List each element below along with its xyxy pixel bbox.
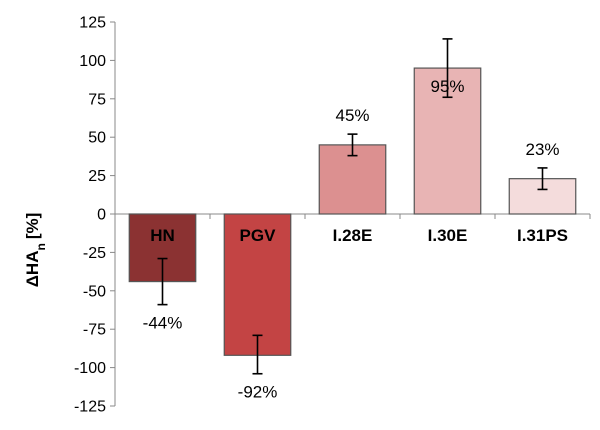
category-label: I.28E — [333, 226, 373, 245]
data-label: -92% — [238, 383, 278, 402]
y-tick-label: 125 — [79, 15, 106, 32]
data-label: -44% — [143, 314, 183, 333]
bar-pgv — [223, 213, 292, 356]
category-label: PGV — [240, 226, 277, 245]
y-tick-label: 50 — [88, 130, 106, 147]
y-tick-label: 25 — [88, 168, 106, 185]
y-tick-label: 100 — [79, 53, 106, 70]
category-label: I.31PS — [517, 226, 568, 245]
y-tick-label: -125 — [74, 399, 106, 416]
y-tick-label: -50 — [83, 283, 106, 300]
data-label: 95% — [430, 77, 464, 96]
y-axis-label-unit: [%] — [23, 213, 42, 239]
labels: HN -44% PGV -92% I.28E 45% I.30E 95% I.31PS 23% — [143, 77, 568, 402]
y-tick-label: -75 — [83, 322, 106, 339]
y-tick-label: 0 — [97, 207, 106, 224]
y-tick-label: -100 — [74, 360, 106, 377]
y-axis-label: ΔHAn [%] — [23, 213, 48, 288]
y-tick-label: -25 — [83, 245, 106, 262]
data-label: 45% — [335, 106, 369, 125]
category-label: I.30E — [428, 226, 468, 245]
axes: 125 100 75 50 25 0 -25 -50 -75 -100 -125 — [74, 15, 591, 416]
bars — [128, 38, 577, 375]
y-tick-label: 75 — [88, 91, 106, 108]
category-label: HN — [150, 226, 175, 245]
y-axis-label-main: ΔHA — [23, 251, 42, 288]
y-axis-label-subscript: n — [34, 243, 48, 250]
data-label: 23% — [525, 140, 559, 159]
